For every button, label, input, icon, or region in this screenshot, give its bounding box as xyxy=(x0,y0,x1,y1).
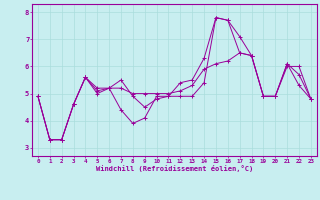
X-axis label: Windchill (Refroidissement éolien,°C): Windchill (Refroidissement éolien,°C) xyxy=(96,165,253,172)
